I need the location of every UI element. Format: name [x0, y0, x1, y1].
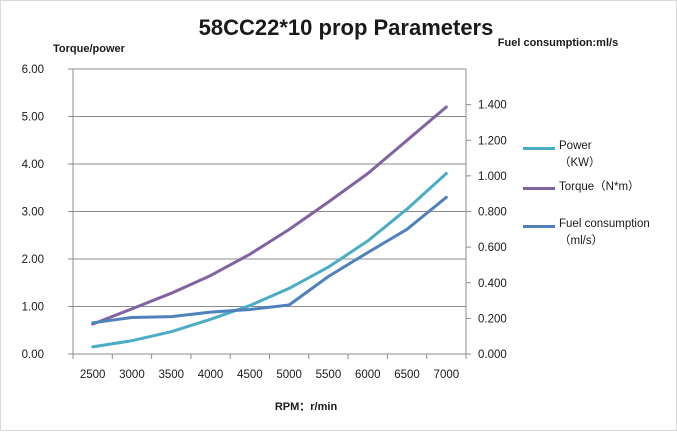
legend-label: Fuel consumption （ml/s） [559, 218, 650, 247]
right-axis-title: Fuel consumption:ml/s [497, 37, 619, 49]
series-line-1 [91, 105, 448, 326]
x-tick-label: 4500 [237, 369, 263, 381]
x-tick-label: 7000 [434, 369, 460, 381]
right-tick-label: 0.600 [478, 242, 507, 254]
x-tick-label: 5000 [276, 369, 302, 381]
right-tick-label: 1.200 [478, 135, 507, 147]
right-tick-label: 0.400 [478, 278, 507, 290]
x-tick-label: 4000 [198, 369, 224, 381]
chart-title: 58CC22*10 prop Parameters [198, 15, 494, 40]
left-tick-label: 0.00 [22, 349, 44, 361]
legend-item: Power （KW） [523, 133, 673, 173]
series-line-0 [91, 172, 448, 349]
x-tick-label: 2500 [80, 369, 106, 381]
right-tick-label: 0.000 [478, 349, 507, 361]
left-tick-label: 5.00 [22, 112, 44, 124]
legend-label: Power （KW） [559, 140, 601, 169]
x-tick-label: 3000 [119, 369, 145, 381]
legend: Power （KW） Torque（N*m） Fuel consumption （m… [523, 133, 673, 251]
legend-swatch [523, 187, 555, 190]
right-tick-label: 1.000 [478, 171, 507, 183]
legend-swatch [523, 225, 555, 228]
left-tick-label: 3.00 [22, 207, 44, 219]
legend-item: Fuel consumption （ml/s） [523, 211, 673, 251]
x-tick-label: 3500 [158, 369, 184, 381]
x-tick-label: 6000 [355, 369, 381, 381]
legend-label: Torque（N*m） [559, 181, 640, 193]
right-tick-label: 0.800 [478, 207, 507, 219]
x-tick-label: 5500 [316, 369, 342, 381]
right-tick-label: 1.400 [478, 100, 507, 112]
x-axis-title: RPM：r/min [274, 401, 338, 413]
legend-swatch [523, 147, 555, 150]
left-axis-title: Torque/power [53, 43, 125, 55]
series-line-2 [91, 195, 448, 325]
right-tick-label: 0.200 [478, 313, 507, 325]
left-tick-label: 6.00 [22, 64, 44, 76]
left-tick-label: 4.00 [22, 159, 44, 171]
x-tick-label: 6500 [394, 369, 420, 381]
left-tick-label: 1.00 [22, 302, 44, 314]
legend-item: Torque（N*m） [523, 173, 673, 211]
left-tick-label: 2.00 [22, 254, 44, 266]
